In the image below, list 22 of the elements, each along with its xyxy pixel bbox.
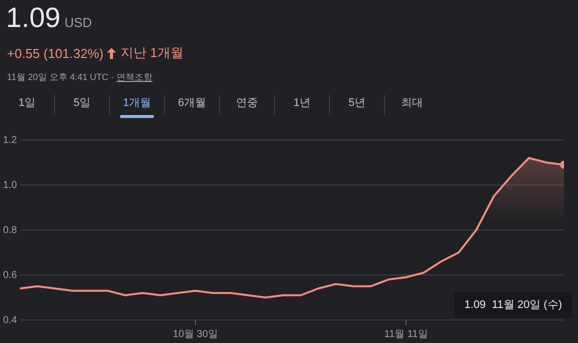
annotation: 1.09 11월 20일 (수) — [464, 299, 562, 312]
y-tick-label: 0.6 — [2, 270, 18, 281]
text: 5년 — [329, 95, 384, 115]
chart-title: 1.09 — [6, 2, 60, 33]
text: 연중 — [219, 95, 274, 115]
chart-subtitle: USD — [64, 15, 92, 30]
text: 최대 — [384, 95, 439, 115]
text: 6개월 — [164, 95, 219, 115]
text: 5일 — [54, 95, 109, 115]
y-tick-label: 0.4 — [2, 314, 18, 326]
x-tick-label: 10월 30일 — [172, 328, 218, 340]
text: 면책조항 — [116, 72, 152, 82]
y-tick-label: 1.0 — [2, 180, 18, 191]
text: 11월 20일 오후 4:41 UTC · — [7, 72, 115, 82]
x-tick-label: 11월 11일 — [384, 328, 428, 340]
y-tick-label: 1.2 — [2, 134, 18, 146]
text: 1년 — [274, 95, 329, 115]
text: +0.55 (101.32%) — [7, 46, 104, 60]
text: 1개월 — [109, 95, 164, 115]
y-tick-label: 0.8 — [2, 224, 18, 236]
text: 1일 — [17, 96, 37, 111]
text: 지난 1개월 — [120, 44, 184, 62]
